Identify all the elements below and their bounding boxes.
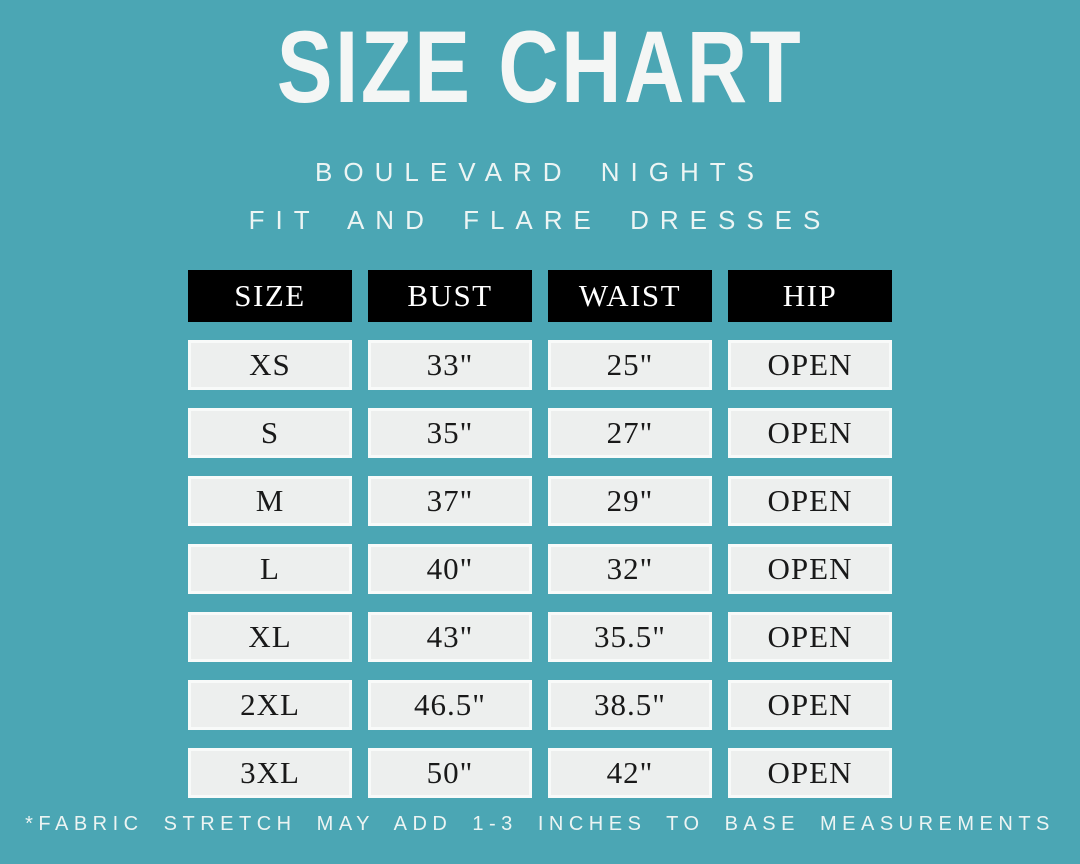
cell-hip: OPEN	[728, 680, 892, 731]
cell-hip: OPEN	[728, 340, 892, 391]
cell-size: XL	[188, 612, 352, 663]
cell-waist: 27"	[548, 408, 712, 459]
header-cell-hip: HIP	[728, 270, 892, 323]
cell-size: 3XL	[188, 748, 352, 799]
cell-bust: 40"	[368, 544, 532, 595]
cell-size: S	[188, 408, 352, 459]
cell-waist: 29"	[548, 476, 712, 527]
header-cell-waist: WAIST	[548, 270, 712, 323]
size-table: SIZE BUST WAIST HIP XS 33" 25" OPEN S 35…	[188, 270, 892, 799]
cell-size: L	[188, 544, 352, 595]
header-cell-size: SIZE	[188, 270, 352, 323]
subtitle: BOULEVARD NIGHTS FIT AND FLARE DRESSES	[249, 148, 832, 244]
cell-bust: 46.5"	[368, 680, 532, 731]
cell-waist: 35.5"	[548, 612, 712, 663]
header-cell-bust: BUST	[368, 270, 532, 323]
cell-waist: 25"	[548, 340, 712, 391]
cell-size: XS	[188, 340, 352, 391]
cell-hip: OPEN	[728, 544, 892, 595]
footnote: *FABRIC STRETCH MAY ADD 1-3 INCHES TO BA…	[25, 813, 1055, 835]
cell-hip: OPEN	[728, 408, 892, 459]
cell-size: M	[188, 476, 352, 527]
cell-hip: OPEN	[728, 748, 892, 799]
cell-bust: 43"	[368, 612, 532, 663]
cell-bust: 33"	[368, 340, 532, 391]
page-title: SIZE CHART	[276, 10, 804, 124]
cell-waist: 32"	[548, 544, 712, 595]
subtitle-line-2: FIT AND FLARE DRESSES	[248, 205, 832, 236]
cell-bust: 35"	[368, 408, 532, 459]
cell-bust: 37"	[368, 476, 532, 527]
cell-waist: 38.5"	[548, 680, 712, 731]
cell-hip: OPEN	[728, 612, 892, 663]
cell-size: 2XL	[188, 680, 352, 731]
cell-waist: 42"	[548, 748, 712, 799]
cell-bust: 50"	[368, 748, 532, 799]
cell-hip: OPEN	[728, 476, 892, 527]
subtitle-line-1: BOULEVARD NIGHTS	[315, 157, 765, 187]
